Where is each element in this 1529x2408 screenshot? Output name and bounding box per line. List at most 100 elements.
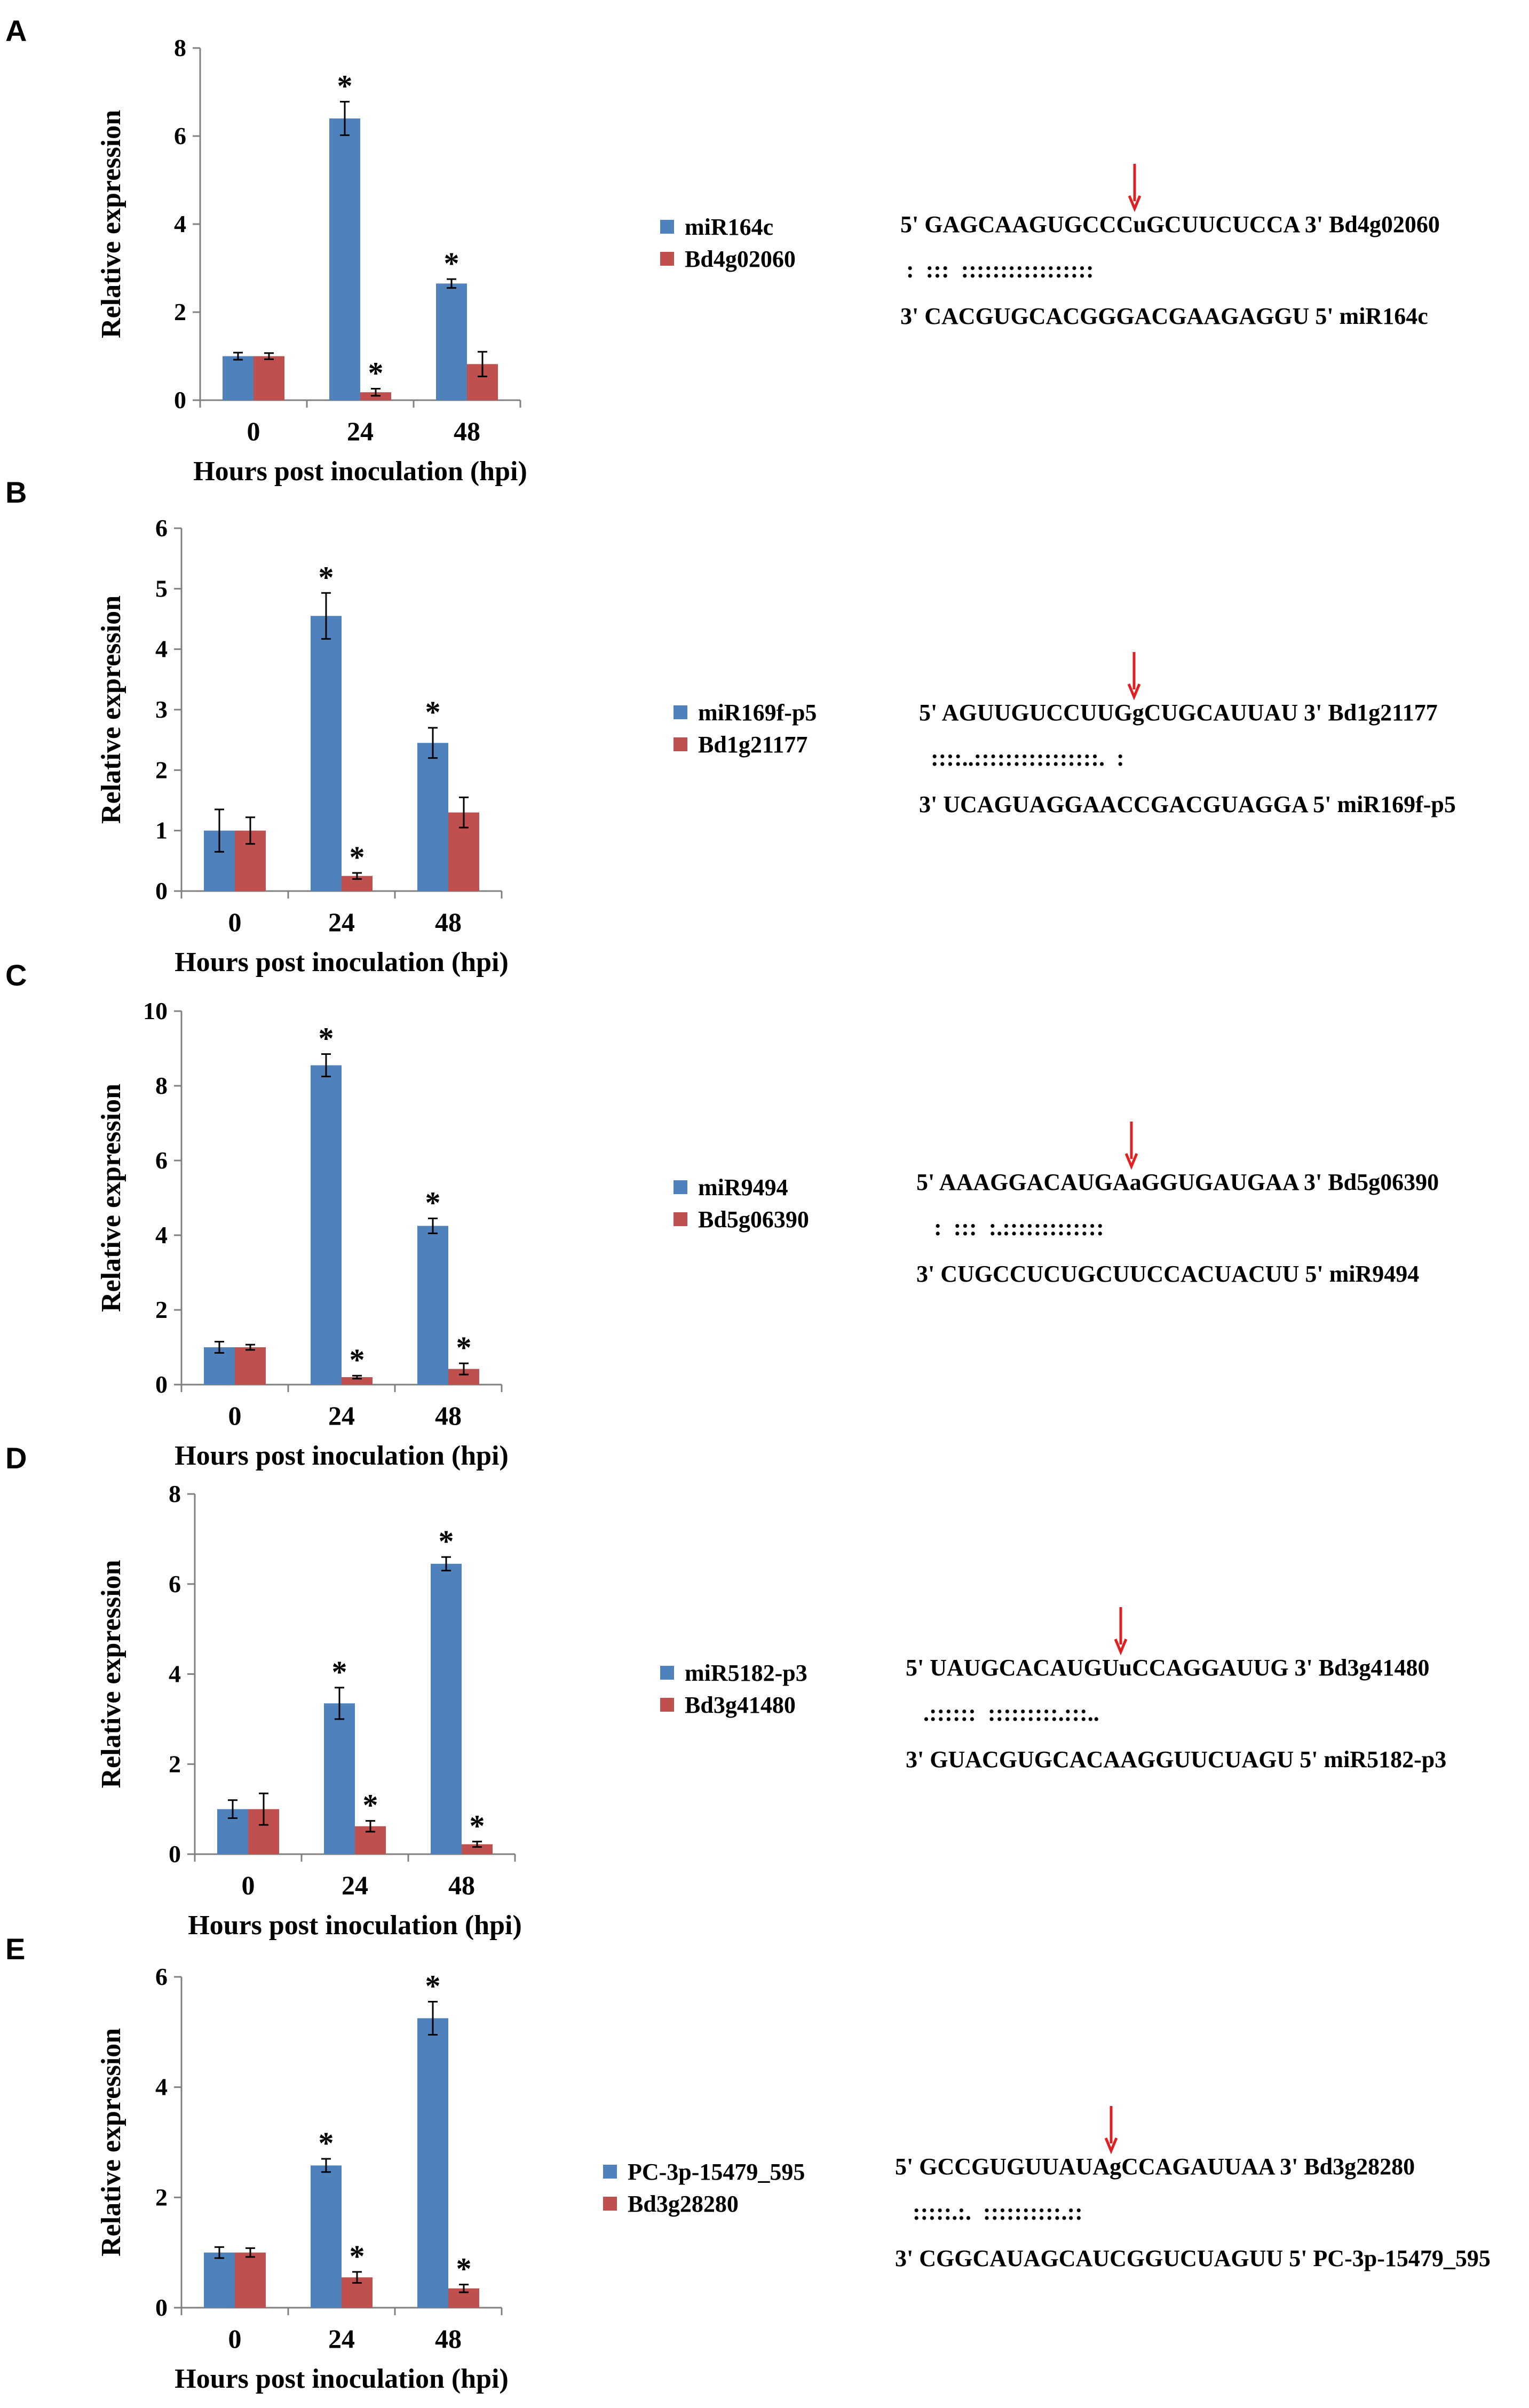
x-tick-label: 48 — [435, 907, 462, 937]
legend-swatch-mirna — [660, 1666, 674, 1680]
legend: miR5182-p3 Bd3g41480 — [660, 1657, 807, 1721]
alignment: 5' GCCGUGUUAUAg CCAGAUUAA 3' Bd3g28280 ::… — [895, 2106, 1491, 2289]
y-tick-label: 2 — [169, 1750, 181, 1777]
panel-label: C — [5, 958, 27, 992]
y-axis-title: Relative expression — [96, 1560, 126, 1788]
alignment: 5' AGUUGUCCUUGg CUGCAUUAU 3' Bd1g21177 ::… — [919, 652, 1456, 835]
y-tick-label: 8 — [155, 1072, 168, 1099]
x-tick-label: 24 — [342, 1870, 368, 1900]
alignment-mirna: 3' CGGCAUAGCAUCGGUCUAGUU 5' PC-3p-15479_… — [895, 2245, 1491, 2271]
bar — [311, 2165, 342, 2308]
significance-marker: * — [319, 2126, 334, 2160]
bar — [223, 356, 253, 400]
legend: miR169f-p5 Bd1g21177 — [674, 696, 817, 760]
x-tick-label: 24 — [347, 416, 374, 446]
cleavage-site: g — [1104, 2106, 1121, 2180]
legend-item: PC-3p-15479_595 — [603, 2156, 805, 2188]
significance-marker: * — [470, 1808, 485, 1843]
bar — [417, 2018, 448, 2308]
x-tick-label: 24 — [328, 907, 355, 937]
y-tick-label: 0 — [155, 2294, 168, 2321]
bar — [431, 1563, 462, 1854]
legend-label: Bd5g06390 — [698, 1206, 809, 1233]
panel-c: C 0 2 4 6 8 10 0 * * 24 * * 48 Hours post inoculation… — [0, 952, 1529, 1471]
significance-marker: * — [425, 1969, 441, 2004]
x-tick-label: 48 — [454, 416, 480, 446]
bar — [235, 2252, 266, 2308]
significance-marker: * — [425, 695, 441, 729]
x-tick-label: 48 — [435, 1401, 462, 1431]
bar — [417, 1226, 448, 1385]
significance-marker: * — [350, 2239, 365, 2274]
y-axis-title: Relative expression — [96, 2028, 126, 2256]
legend-swatch-mirna — [660, 220, 674, 234]
y-tick-label: 2 — [174, 298, 186, 325]
cleavage-site: g — [1127, 652, 1144, 726]
panel-label: A — [5, 14, 27, 47]
significance-marker: * — [444, 246, 460, 281]
bar — [204, 2252, 235, 2308]
legend-label: miR164c — [685, 213, 774, 240]
alignment-mirna: 3' GUACGUGCACAAGGUUCUAGU 5' miR5182-p3 — [906, 1746, 1447, 1773]
legend-label: miR169f-p5 — [698, 699, 817, 726]
y-tick-label: 1 — [155, 817, 168, 844]
bar — [311, 1065, 342, 1385]
alignment-target: 5' UAUGCACAUGUu CCAGGAUUG 3' Bd3g41480 — [906, 1607, 1430, 1681]
y-tick-label: 3 — [155, 696, 168, 723]
legend-label: Bd3g41480 — [685, 1691, 796, 1718]
y-tick-label: 2 — [155, 2183, 168, 2211]
legend-item: Bd5g06390 — [674, 1203, 809, 1235]
alignment-mirna: 3' UCAGUAGGAACCGACGUAGGA 5' miR169f-p5 — [919, 791, 1456, 817]
significance-marker: * — [350, 840, 365, 875]
legend-item: Bd3g41480 — [660, 1689, 807, 1721]
legend-label: miR5182-p3 — [685, 1659, 807, 1686]
panel-b: B 0 1 2 3 4 5 6 0 * * 24 * 48 Hours post inoculation … — [0, 470, 1529, 977]
significance-marker: * — [319, 1021, 334, 1056]
legend-label: Bd1g21177 — [698, 731, 808, 758]
alignment-pairs: ::::..::::::::::::::::. : — [919, 745, 1124, 771]
bar — [235, 1347, 266, 1385]
y-tick-label: 0 — [155, 877, 168, 904]
y-tick-label: 0 — [155, 1371, 168, 1398]
panel-label: E — [5, 1932, 26, 1966]
bar — [436, 283, 467, 400]
y-tick-label: 5 — [155, 575, 168, 602]
alignment-target: 5' GAGCAAGUGCCCu GCUUCUCCA 3' Bd4g02060 — [900, 164, 1440, 238]
legend-label: miR9494 — [698, 1174, 788, 1201]
significance-marker: * — [319, 560, 334, 594]
bar — [311, 616, 342, 891]
alignment-target: 5' GCCGUGUUAUAg CCAGAUUAA 3' Bd3g28280 — [895, 2106, 1415, 2180]
x-tick-label: 0 — [228, 2324, 242, 2354]
alignment-mirna: 3' CACGUGCACGGGACGAAGAGGU 5' miR164c — [900, 303, 1428, 329]
significance-marker: * — [332, 1655, 347, 1689]
cleavage-arrow-icon — [1104, 2106, 1118, 2155]
y-tick-label: 6 — [155, 1147, 168, 1174]
legend-swatch-target — [674, 737, 687, 751]
legend-label: PC-3p-15479_595 — [628, 2158, 805, 2185]
y-tick-label: 6 — [169, 1570, 181, 1598]
significance-marker: * — [350, 1342, 365, 1377]
x-tick-label: 48 — [448, 1870, 475, 1900]
alignment: 5' UAUGCACAUGUu CCAGGAUUG 3' Bd3g41480 .:… — [906, 1607, 1446, 1790]
x-axis-title: Hours post inoculation (hpi) — [175, 1441, 509, 1471]
y-tick-label: 8 — [174, 34, 186, 61]
y-tick-label: 2 — [155, 1296, 168, 1323]
x-tick-label: 0 — [228, 907, 242, 937]
significance-marker: * — [337, 69, 353, 104]
y-axis-title: Relative expression — [96, 110, 126, 338]
bar-chart: 0 1 2 3 4 5 6 0 * * 24 * 48 Hours post inoculation (h… — [96, 514, 509, 977]
x-tick-label: 48 — [435, 2324, 462, 2354]
y-tick-label: 2 — [155, 756, 168, 783]
legend-item: miR5182-p3 — [660, 1657, 807, 1689]
alignment-pairs: : ::: ::::::::::::::::: — [900, 257, 1094, 283]
bar — [417, 743, 448, 891]
x-axis-title: Hours post inoculation (hpi) — [175, 947, 509, 977]
y-axis-title: Relative expression — [96, 595, 126, 824]
x-tick-label: 24 — [328, 2324, 355, 2354]
legend-label: Bd4g02060 — [685, 245, 796, 272]
legend-swatch-target — [603, 2197, 617, 2211]
y-tick-label: 8 — [169, 1480, 181, 1507]
legend: miR164c Bd4g02060 — [660, 211, 796, 275]
